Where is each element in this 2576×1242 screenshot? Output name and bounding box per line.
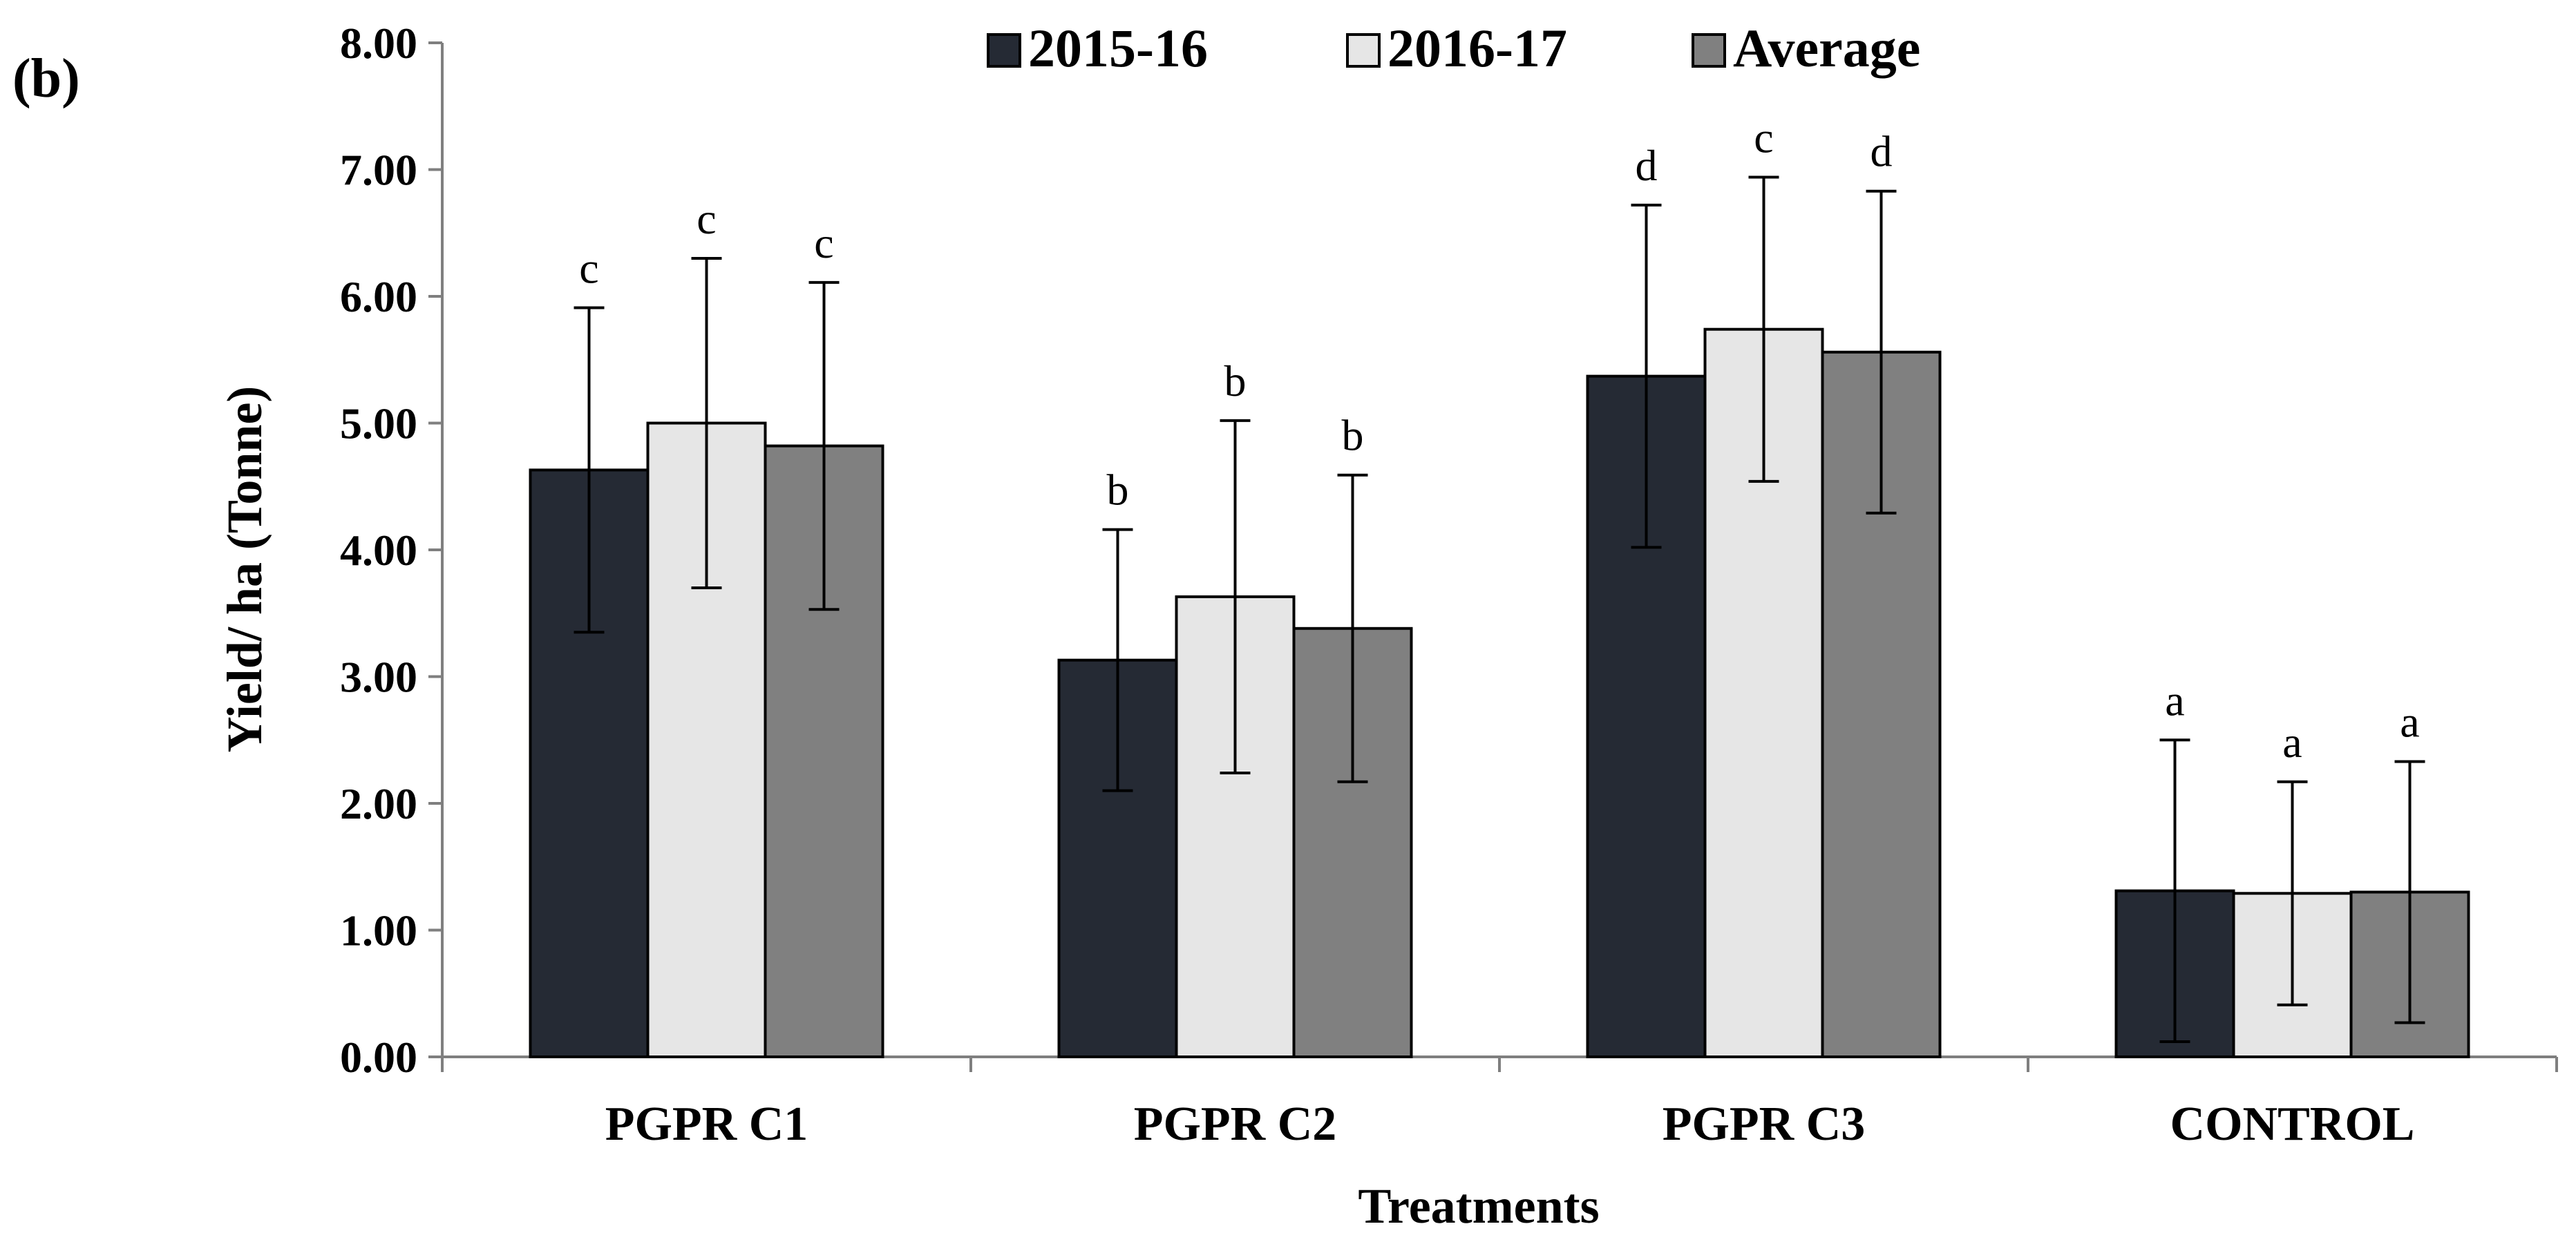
significance-label: a: [2165, 676, 2184, 725]
legend-swatch: [987, 33, 1021, 68]
y-tick-label: 5.00: [340, 399, 417, 448]
significance-label: c: [814, 218, 833, 267]
y-tick-label: 8.00: [340, 19, 417, 68]
y-tick-label: 0.00: [340, 1033, 417, 1082]
significance-label: c: [697, 194, 716, 243]
panel-label: (b): [12, 48, 80, 109]
y-tick-label: 7.00: [340, 146, 417, 195]
y-tick-label: 2.00: [340, 779, 417, 828]
x-tick-label: CONTROL: [2170, 1098, 2415, 1151]
x-axis-title: Treatments: [1358, 1178, 1599, 1234]
significance-label: c: [579, 244, 598, 293]
x-tick-label: PGPR C3: [1663, 1098, 1866, 1151]
y-tick-label: 1.00: [340, 906, 417, 955]
significance-label: a: [2282, 718, 2302, 767]
bars: c c c b b b d c d a a a: [529, 113, 2470, 1059]
legend-label: Average: [1733, 18, 1920, 78]
significance-label: d: [1871, 127, 1893, 176]
axes: 0.00 1.00 2.00 3.00 4.00 5.00 6.00 7.00 8.00 PGPR…: [340, 19, 2558, 1151]
legend: 2015-16 2016-17 Average: [987, 18, 1920, 78]
significance-label: b: [1224, 356, 1247, 405]
significance-label: b: [1342, 411, 1364, 460]
bar: [1175, 595, 1296, 1058]
x-tick-label: PGPR C1: [605, 1098, 808, 1151]
y-tick-label: 4.00: [340, 526, 417, 575]
significance-label: b: [1107, 466, 1129, 515]
y-tick-label: 6.00: [340, 272, 417, 321]
x-tick-label: PGPR C2: [1134, 1098, 1337, 1151]
legend-label: 2016-17: [1388, 18, 1567, 78]
y-tick-label: 3.00: [340, 653, 417, 702]
legend-swatch: [1346, 33, 1381, 68]
significance-label: d: [1636, 141, 1658, 190]
legend-swatch: [1692, 33, 1726, 68]
significance-label: a: [2400, 697, 2419, 746]
significance-label: c: [1754, 113, 1773, 162]
legend-label: 2015-16: [1028, 18, 1208, 78]
y-axis-title: Yield/ ha (Tonne): [217, 386, 272, 753]
